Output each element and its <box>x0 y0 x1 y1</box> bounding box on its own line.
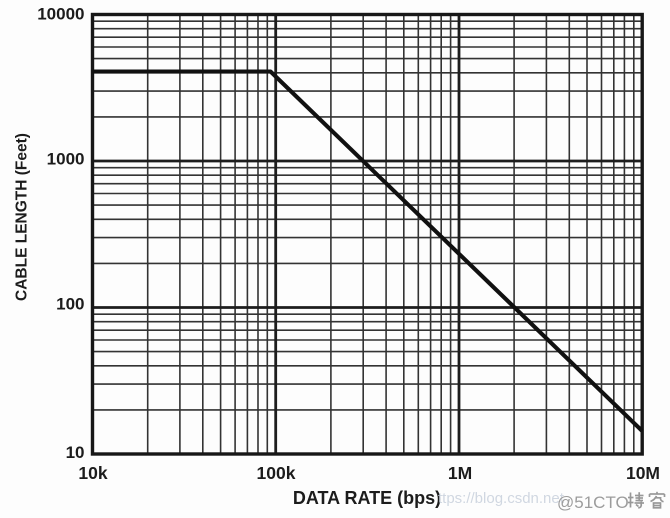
svg-text:10: 10 <box>66 443 85 462</box>
svg-text:@51CTO: @51CTO <box>557 493 629 512</box>
svg-text:ttps://blog.csdn.net: ttps://blog.csdn.net <box>438 490 565 507</box>
svg-text:100k: 100k <box>257 463 296 483</box>
svg-text:10M: 10M <box>626 463 660 483</box>
svg-text:1000: 1000 <box>47 150 85 169</box>
svg-text:DATA RATE (bps): DATA RATE (bps) <box>293 488 441 508</box>
svg-text:10k: 10k <box>78 463 107 483</box>
svg-text:100: 100 <box>56 295 84 314</box>
svg-text:1M: 1M <box>448 463 472 483</box>
svg-text:10000: 10000 <box>37 5 84 24</box>
svg-text:CABLE LENGTH (Feet): CABLE LENGTH (Feet) <box>14 133 31 301</box>
